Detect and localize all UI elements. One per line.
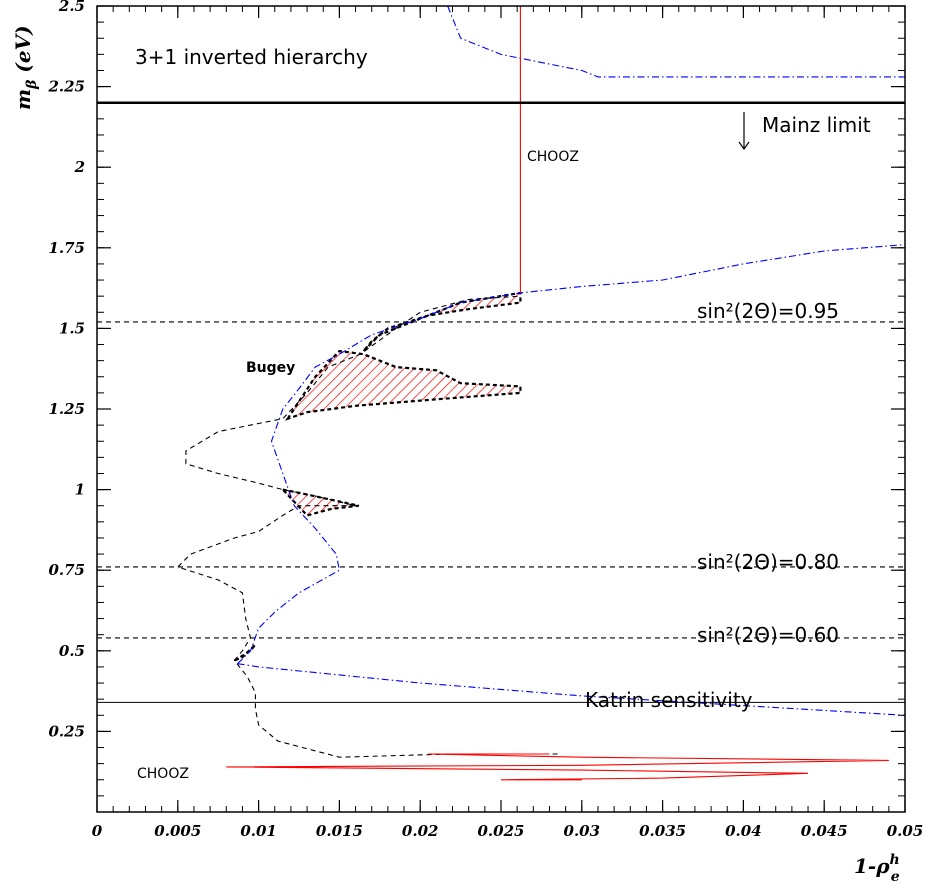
y-tick-label: 1.25 (48, 400, 85, 418)
sin060-label: sin²(2Θ)=0.60 (697, 623, 839, 647)
shaded-region-band-lower (279, 487, 360, 517)
mainz-label: Mainz limit (762, 113, 871, 137)
title-annotation: 3+1 inverted hierarchy (135, 45, 368, 69)
katrin-label: Katrin sensitivity (585, 688, 753, 712)
series-line-1 (447, 5, 905, 78)
chooz-bottom-label: CHOOZ (137, 766, 189, 782)
x-tick-label: 0.045 (801, 822, 848, 840)
series-line-4 (176, 295, 558, 758)
down-arrow-icon (738, 112, 750, 151)
y-tick-label: 1 (75, 481, 85, 499)
x-tick-label: 0.02 (402, 822, 439, 840)
shaded-region-band-middle (285, 349, 522, 421)
x-tick-label: 0.035 (639, 822, 686, 840)
x-tick-label: 0.015 (316, 822, 363, 840)
y-tick-label: 0.25 (48, 722, 85, 740)
series-line-3 (237, 244, 906, 665)
y-axis-title: mβ (eV) (11, 25, 40, 110)
bugey-label: Bugey (246, 360, 295, 376)
series-line-2 (237, 663, 906, 716)
y-tick-label: 2.25 (47, 78, 85, 96)
x-tick-label: 0.05 (887, 822, 924, 840)
y-tick-label: 2 (74, 158, 85, 176)
chooz-top-label: CHOOZ (527, 149, 579, 165)
x-tick-label: 0.01 (240, 822, 277, 840)
sin095-label: sin²(2Θ)=0.95 (697, 299, 839, 323)
y-tick-label: 0.5 (59, 642, 85, 660)
y-tick-label: 2.5 (58, 0, 85, 15)
shaded-region-band-small (233, 643, 257, 662)
x-tick-label: 0.025 (478, 822, 525, 840)
x-tick-label: 0.03 (564, 822, 601, 840)
x-tick-label: 0.005 (154, 822, 201, 840)
series-lines (176, 5, 906, 781)
series-line-6 (226, 753, 889, 781)
x-tick-label: 0.04 (725, 822, 762, 840)
axis-ticks: 0 0.005 0.01 0.015 0.02 0.025 0.03 0.035 0.04 0.0… (47, 0, 923, 840)
y-tick-label: 1.75 (48, 239, 85, 257)
x-axis-title: 1-ρh e (854, 852, 900, 885)
horizontal-lines (97, 101, 905, 703)
shaded-region-band-top (362, 291, 522, 352)
sin080-label: sin²(2Θ)=0.80 (697, 550, 839, 574)
y-tick-label: 0.75 (48, 561, 85, 579)
shaded-regions (233, 291, 522, 662)
y-tick-label: 1.5 (59, 319, 85, 337)
x-tick-label: 0 (92, 822, 103, 840)
